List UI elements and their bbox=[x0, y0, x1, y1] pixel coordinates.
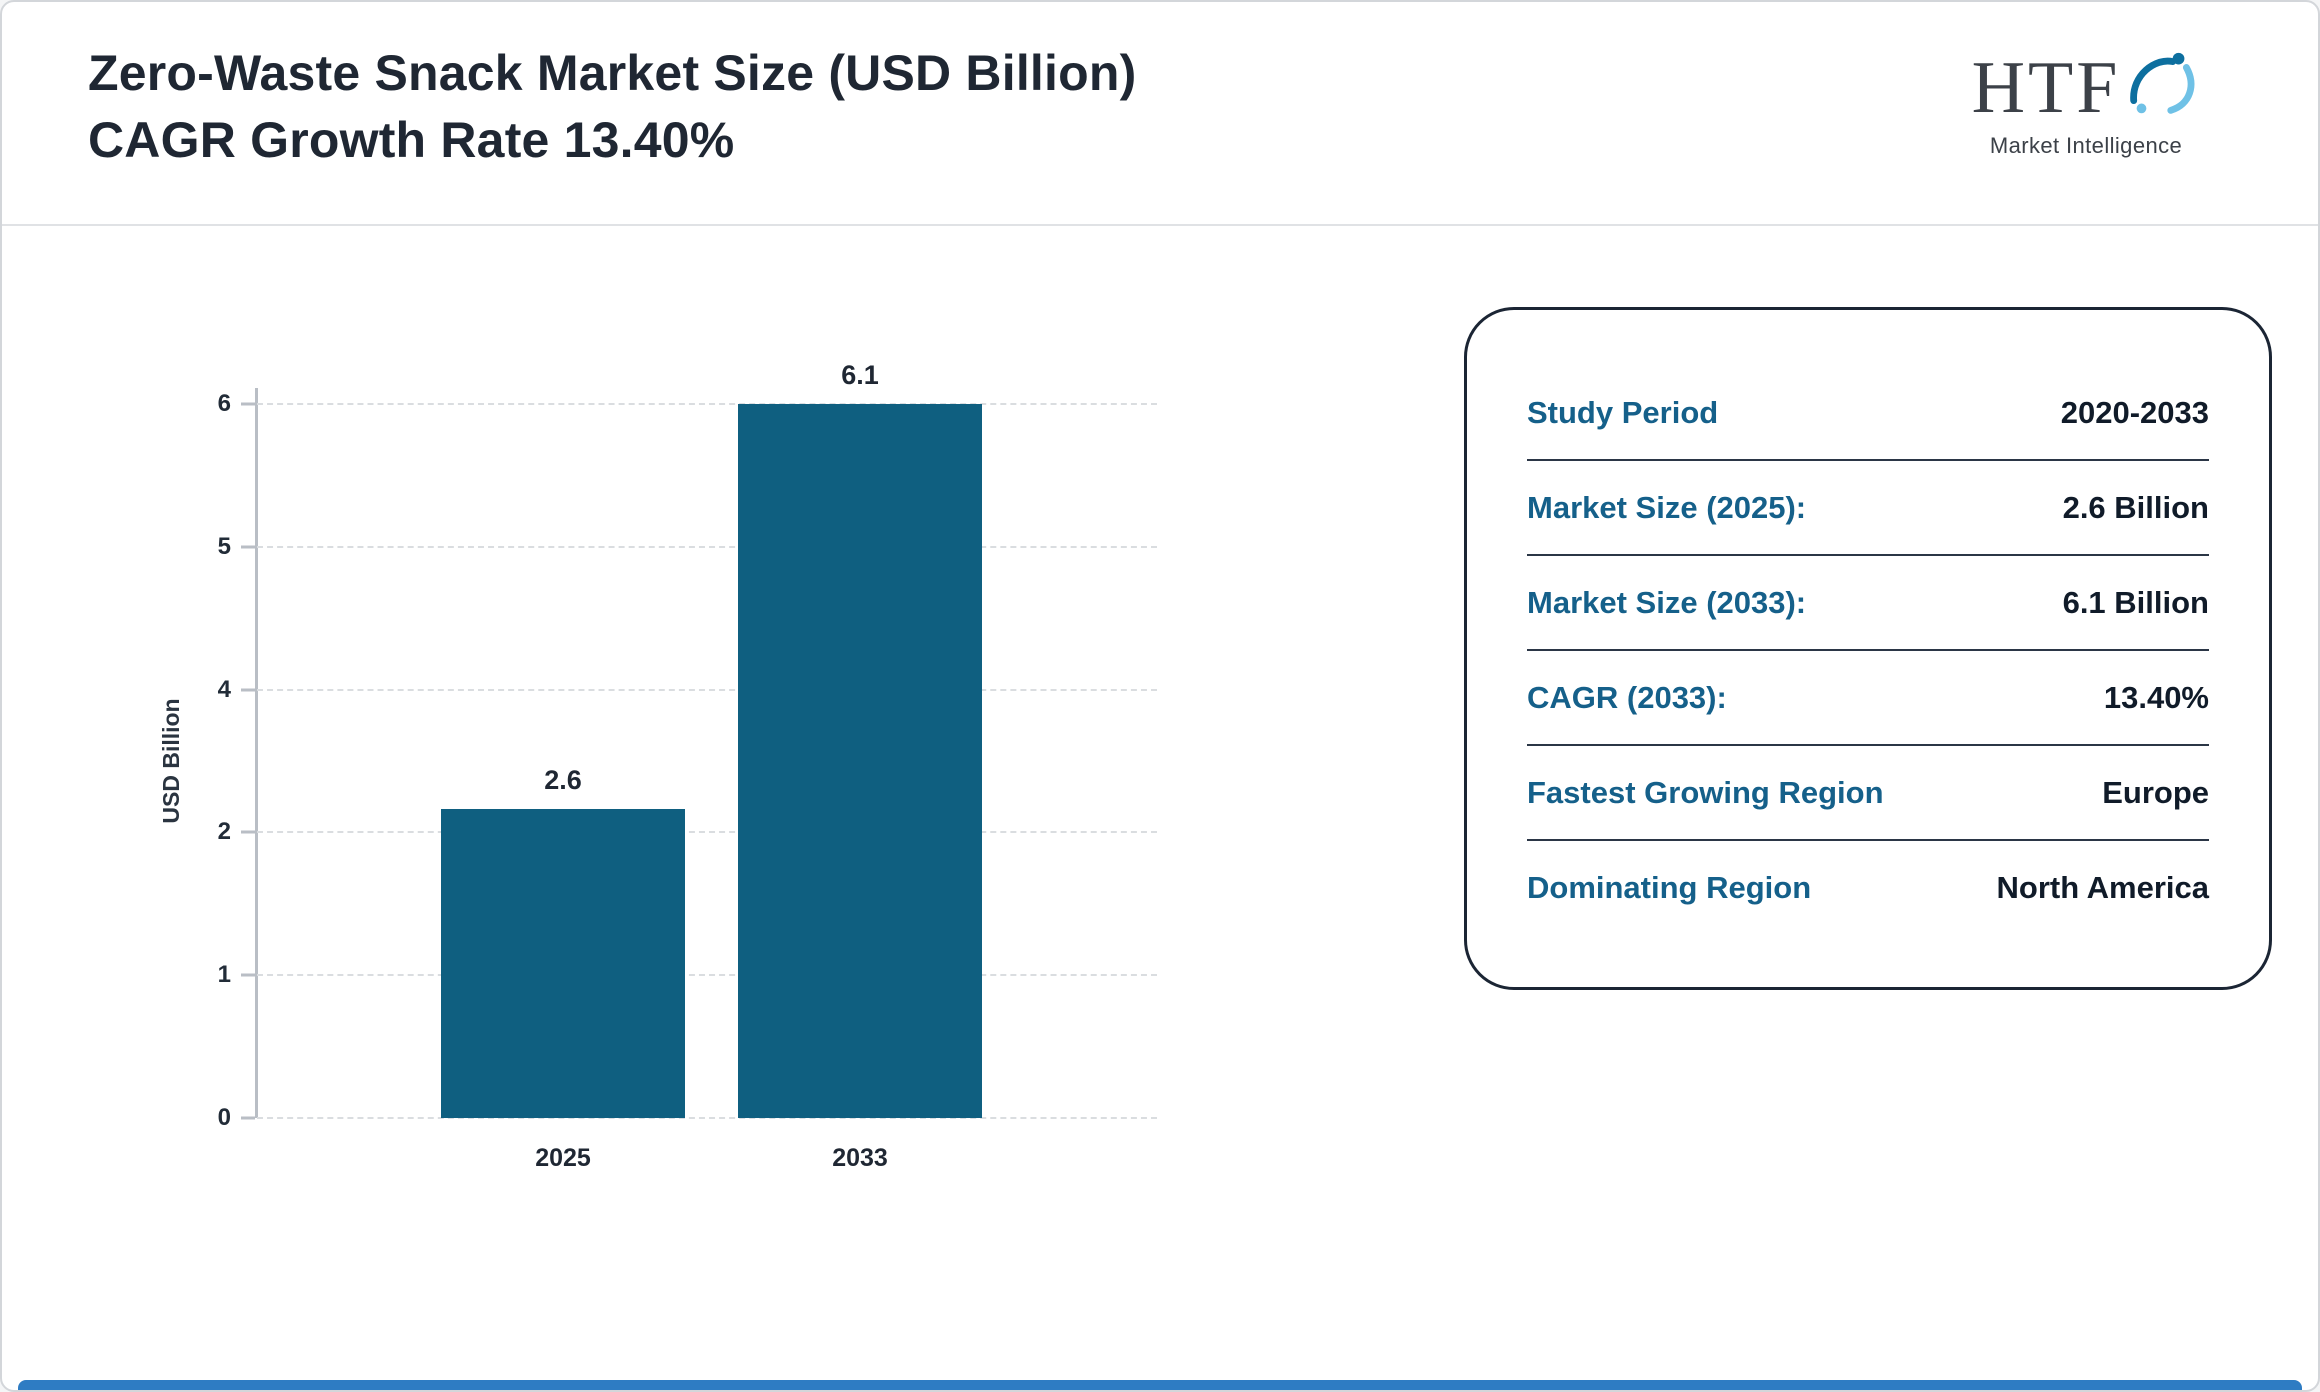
brand-logo-subtitle: Market Intelligence bbox=[1989, 133, 2183, 158]
plot-area: 0 1 2 4 5 6 2.6 2025 6.1 2033 bbox=[218, 360, 1157, 1172]
bar-2033 bbox=[738, 404, 982, 1118]
gridline bbox=[257, 974, 1157, 977]
market-summary-card: Study Period 2020-2033 Market Size (2025):… bbox=[1464, 307, 2272, 990]
summary-row-value: 13.40% bbox=[2103, 679, 2209, 715]
summary-row-value: North America bbox=[1996, 869, 2209, 905]
gridline bbox=[257, 403, 1157, 405]
page-title: Zero-Waste Snack Market Size (USD Billio… bbox=[88, 40, 1136, 174]
y-tick-label: 0 bbox=[217, 1104, 231, 1131]
brand-logo-mark: HTF bbox=[1926, 46, 2246, 129]
summary-row-label: Dominating Region bbox=[1527, 869, 1812, 905]
y-tick-label: 2 bbox=[217, 818, 231, 846]
bar-value-label: 2.6 bbox=[544, 764, 582, 795]
y-tick-mark bbox=[241, 1116, 255, 1120]
summary-row: Fastest Growing Region Europe bbox=[1527, 746, 2209, 841]
summary-row-value: 2020-2033 bbox=[2060, 394, 2209, 430]
y-tick-mark bbox=[241, 973, 255, 977]
y-tick-mark bbox=[241, 688, 255, 692]
logo-swoosh-icon bbox=[2122, 46, 2200, 129]
summary-row: Study Period 2020-2033 bbox=[1527, 366, 2209, 461]
summary-row-label: Market Size (2033): bbox=[1527, 584, 1807, 620]
brand-logo-text: HTF bbox=[1971, 46, 2121, 129]
y-tick-mark bbox=[241, 402, 255, 406]
header-divider bbox=[2, 224, 2318, 226]
summary-row-label: CAGR (2033): bbox=[1527, 679, 1727, 715]
summary-row: Market Size (2033): 6.1 Billion bbox=[1527, 556, 2209, 651]
gridline bbox=[257, 545, 1157, 548]
gridline bbox=[257, 831, 1157, 834]
y-tick-label: 6 bbox=[217, 390, 231, 417]
y-tick-label: 4 bbox=[217, 675, 231, 703]
y-axis-line bbox=[255, 388, 258, 1118]
y-tick-mark bbox=[241, 545, 255, 549]
summary-row: Dominating Region North America bbox=[1527, 841, 2209, 934]
y-tick-label: 5 bbox=[217, 532, 231, 560]
footer-accent-bar bbox=[18, 1380, 2302, 1390]
summary-row-value: Europe bbox=[2102, 774, 2209, 810]
summary-row-label: Fastest Growing Region bbox=[1527, 774, 1884, 810]
summary-row: CAGR (2033): 13.40% bbox=[1527, 651, 2209, 746]
x-axis-category-label: 2033 bbox=[832, 1144, 888, 1172]
gridline bbox=[257, 1117, 1157, 1119]
y-tick-label: 1 bbox=[217, 961, 231, 989]
summary-row-value: 6.1 Billion bbox=[2062, 584, 2209, 620]
page-title-line2: CAGR Growth Rate 13.40% bbox=[88, 112, 735, 168]
summary-row-label: Study Period bbox=[1527, 394, 1719, 430]
y-axis-title: USD Billion bbox=[158, 698, 185, 824]
bar-2025 bbox=[441, 808, 685, 1118]
bar-chart: USD Billion 0 1 2 4 5 6 2.6 2025 6.1 2033 bbox=[158, 360, 1157, 1172]
summary-row-value: 2.6 Billion bbox=[2062, 489, 2209, 525]
y-tick-mark bbox=[241, 830, 255, 834]
summary-row: Market Size (2025): 2.6 Billion bbox=[1527, 461, 2209, 556]
x-axis-category-label: 2025 bbox=[535, 1144, 591, 1172]
gridline bbox=[257, 688, 1157, 691]
brand-logo: HTF Market Intelligence bbox=[1926, 46, 2246, 159]
bar-value-label: 6.1 bbox=[841, 360, 879, 390]
summary-row-label: Market Size (2025): bbox=[1527, 489, 1807, 525]
page-title-line1: Zero-Waste Snack Market Size (USD Billio… bbox=[88, 45, 1137, 101]
